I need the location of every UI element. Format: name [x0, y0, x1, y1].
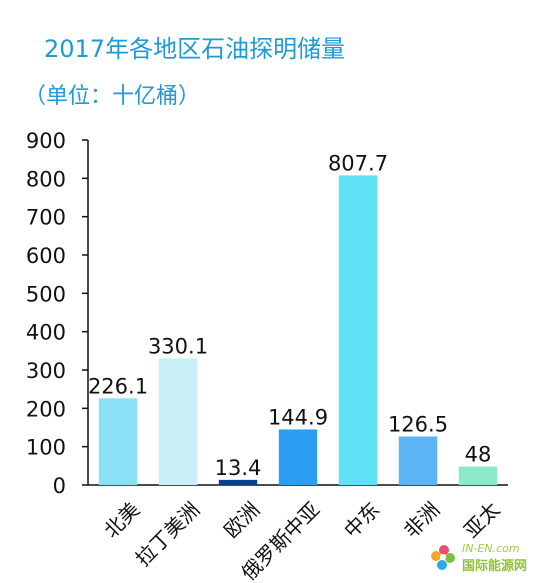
watermark: IN-EN.com 国际能源网	[431, 542, 527, 574]
value-label: 330.1	[148, 334, 208, 358]
y-tick-label: 300	[26, 359, 66, 383]
value-label: 226.1	[88, 374, 148, 398]
x-tick-label: 中东	[339, 497, 384, 542]
value-label: 144.9	[268, 405, 328, 429]
bar	[338, 175, 378, 486]
chart-title: 2017年各地区石油探明储量	[44, 35, 345, 63]
y-tick-label: 100	[26, 436, 66, 460]
x-tick-label: 拉丁美洲	[131, 497, 205, 571]
y-tick-label: 900	[26, 129, 66, 153]
value-label: 126.5	[388, 413, 448, 437]
y-axis-ticks: 0 100 200 300 400 500 600 700 800 900	[26, 129, 88, 498]
bar	[458, 466, 498, 485]
bar	[278, 429, 318, 485]
y-tick-label: 0	[53, 474, 66, 498]
x-tick-label: 亚太	[459, 497, 504, 542]
x-tick-label: 非洲	[399, 497, 444, 542]
watermark-name: 国际能源网	[462, 558, 527, 574]
value-label: 48	[465, 443, 492, 467]
y-tick-label: 500	[26, 282, 66, 306]
bars	[98, 175, 498, 486]
y-tick-label: 600	[26, 244, 66, 268]
chart-subtitle: （单位：十亿桶）	[24, 84, 200, 109]
bar	[398, 436, 438, 485]
watermark-url: IN-EN.com	[462, 542, 520, 555]
bar	[218, 479, 258, 485]
y-tick-label: 200	[26, 397, 66, 421]
bar	[158, 358, 198, 485]
bar	[98, 398, 138, 485]
y-tick-label: 800	[26, 167, 66, 191]
y-tick-label: 700	[26, 206, 66, 230]
flower-logo-icon	[431, 545, 455, 570]
value-label: 13.4	[215, 456, 262, 480]
x-tick-label: 北美	[99, 497, 144, 542]
x-tick-label: 欧洲	[219, 497, 264, 542]
value-label: 807.7	[328, 151, 388, 175]
y-tick-label: 400	[26, 321, 66, 345]
